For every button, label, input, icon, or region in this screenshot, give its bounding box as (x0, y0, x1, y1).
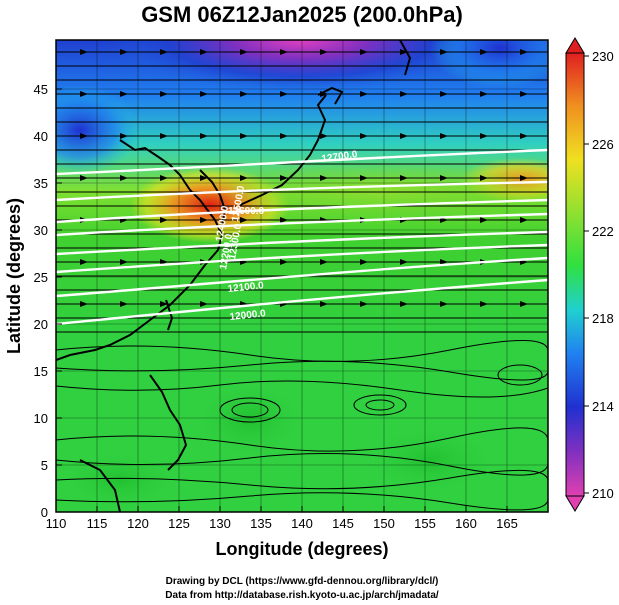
height-contours (56, 148, 548, 326)
y-tick-label: 25 (34, 270, 48, 285)
x-tick-label: 160 (455, 516, 477, 531)
y-tick-label: 0 (41, 505, 48, 520)
contour-12700 (56, 148, 548, 176)
colorbar-top-triangle (565, 37, 585, 54)
x-tick-label: 110 (46, 516, 67, 531)
credit-drawing: Drawing by DCL (https://www.gfd-dennou.o… (166, 576, 439, 587)
colorbar-tick-label: 226 (592, 137, 614, 152)
x-axis-label: Longitude (degrees) (215, 539, 388, 559)
coastline-hokkaido (317, 86, 344, 105)
y-axis-label: Latitude (degrees) (4, 198, 24, 354)
y-tick-label: 45 (34, 82, 48, 97)
x-tick-label: 115 (87, 516, 108, 531)
contour-label: 12000.0 (229, 308, 267, 323)
contour-label: 12100.0 (227, 280, 265, 295)
colorbar-bottom-triangle (565, 495, 585, 512)
colorbar-tick-label: 210 (592, 486, 614, 501)
contour-12500 (56, 198, 548, 224)
green-patch-2 (360, 425, 500, 495)
y-tick-label: 5 (41, 458, 48, 473)
colorbar-tick-label: 218 (592, 311, 614, 326)
credit-data: Data from http://database.rish.kyoto-u.a… (165, 590, 439, 601)
contour-12600 (56, 180, 548, 202)
y-tick-label: 35 (34, 176, 48, 191)
contour-12100 (56, 256, 548, 298)
contour-label: 12700.0 (321, 149, 359, 165)
y-tick-label: 10 (34, 411, 48, 426)
wind-vectors-tropics (56, 339, 548, 511)
colorbar-ramp (565, 52, 585, 497)
x-tick-label: 145 (332, 516, 354, 531)
colorbar-tick-label: 230 (592, 49, 614, 64)
y-tick-labels: 0 5 10 15 20 25 30 35 40 45 (34, 82, 48, 520)
x-tick-labels: 110 115 120 125 130 135 140 145 150 155 … (46, 516, 518, 531)
x-tick-label: 130 (209, 516, 231, 531)
colorbar-tick-label: 214 (592, 399, 614, 414)
contour-12300 (56, 230, 548, 256)
x-tick-label: 165 (496, 516, 518, 531)
x-tick-label: 150 (373, 516, 395, 531)
contour-12000 (56, 278, 548, 326)
x-tick-label: 140 (291, 516, 313, 531)
axis-ticks (55, 88, 508, 513)
wind-vectors-westerlies (56, 51, 548, 333)
y-tick-label: 20 (34, 317, 48, 332)
y-tick-label: 40 (34, 129, 48, 144)
chart-title: GSM 06Z12Jan2025 (200.0hPa) (141, 2, 463, 27)
contour-12200 (56, 243, 548, 274)
contour-label: 12600.0 (228, 206, 265, 217)
x-tick-label: 120 (127, 516, 149, 531)
x-tick-label: 125 (168, 516, 190, 531)
lime-band (210, 162, 548, 218)
y-tick-label: 15 (34, 364, 48, 379)
coastline-kamchatka (399, 40, 412, 76)
coastline-philippines (149, 374, 188, 471)
colorbar-tick-label: 222 (592, 224, 614, 239)
contour-12400 (56, 212, 548, 237)
wind-arrowheads (80, 49, 528, 307)
plot-area: 12000.0 12100.0 12200.0 12300.0 12400.0 … (56, 40, 548, 512)
x-tick-label: 135 (250, 516, 272, 531)
y-tick-label: 30 (34, 223, 48, 238)
x-tick-label: 155 (414, 516, 436, 531)
green-patch-1 (190, 380, 310, 460)
colorbar: 230 226 222 218 214 210 (565, 37, 614, 512)
